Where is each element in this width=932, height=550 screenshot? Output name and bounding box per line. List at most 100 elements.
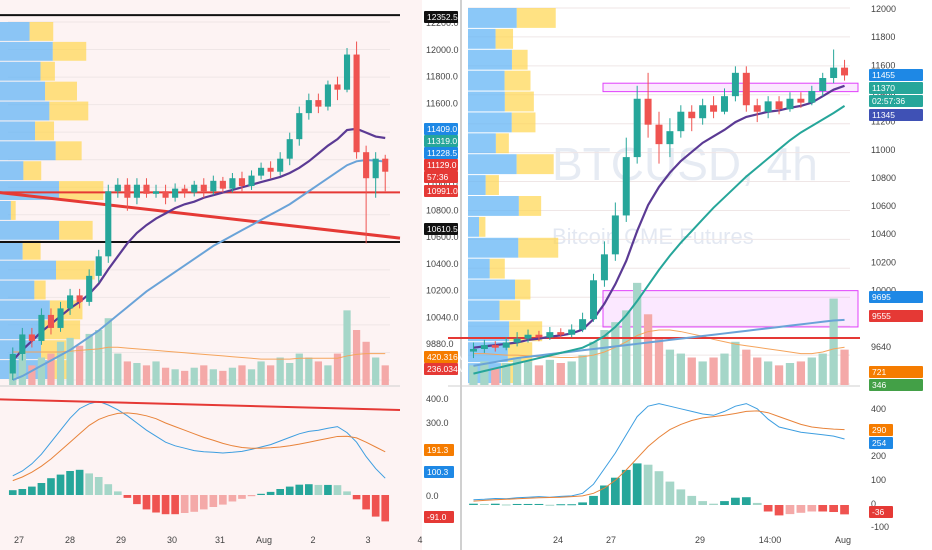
candle-body[interactable] bbox=[172, 188, 179, 198]
candle-body[interactable] bbox=[622, 157, 630, 216]
price-label-tag bbox=[869, 95, 923, 107]
candle-body[interactable] bbox=[143, 184, 150, 194]
volume-profile-bar bbox=[468, 216, 480, 237]
macd-histogram-bar bbox=[295, 484, 304, 495]
candle-body[interactable] bbox=[633, 98, 641, 158]
volume-bar bbox=[200, 365, 208, 385]
macd-histogram-bar bbox=[66, 471, 74, 495]
candle-body[interactable] bbox=[753, 105, 761, 112]
candle-body[interactable] bbox=[775, 101, 783, 110]
candle-body[interactable] bbox=[830, 67, 838, 79]
candle-body[interactable] bbox=[819, 78, 827, 91]
volume-profile-bar-delta bbox=[499, 300, 521, 321]
candle-body[interactable] bbox=[731, 72, 739, 97]
candle-body[interactable] bbox=[191, 184, 198, 193]
candle-body[interactable] bbox=[305, 100, 312, 114]
candle-body[interactable] bbox=[710, 105, 718, 112]
candle-body[interactable] bbox=[666, 131, 674, 145]
candle-body[interactable] bbox=[334, 84, 341, 90]
candle-body[interactable] bbox=[590, 280, 598, 320]
candle-body[interactable] bbox=[343, 54, 351, 90]
candle-body[interactable] bbox=[47, 314, 55, 328]
candle-body[interactable] bbox=[105, 191, 112, 257]
moving-average-long bbox=[473, 318, 845, 367]
candle-body[interactable] bbox=[677, 111, 685, 132]
volume-bar bbox=[333, 353, 342, 385]
candle-body[interactable] bbox=[200, 184, 207, 192]
candle-body[interactable] bbox=[764, 101, 772, 112]
candle-body[interactable] bbox=[67, 295, 74, 309]
candle-body[interactable] bbox=[600, 254, 608, 281]
candle-body[interactable] bbox=[535, 334, 543, 338]
candle-body[interactable] bbox=[469, 348, 477, 352]
candle-body[interactable] bbox=[296, 113, 303, 140]
candle-body[interactable] bbox=[210, 180, 217, 192]
candle-body[interactable] bbox=[248, 175, 255, 187]
candle-body[interactable] bbox=[841, 67, 849, 76]
price-axis-tick: 10400 bbox=[871, 229, 896, 239]
candle-body[interactable] bbox=[277, 158, 284, 172]
candle-body[interactable] bbox=[28, 334, 35, 341]
candle-body[interactable] bbox=[133, 184, 140, 198]
candle-body[interactable] bbox=[114, 184, 121, 192]
candle-body[interactable] bbox=[797, 98, 805, 103]
candle-body[interactable] bbox=[480, 345, 488, 349]
candle-body[interactable] bbox=[611, 215, 619, 255]
candle-body[interactable] bbox=[57, 308, 64, 328]
candle-body[interactable] bbox=[720, 96, 728, 112]
candle-body[interactable] bbox=[524, 334, 532, 339]
volume-bar bbox=[687, 357, 696, 385]
candle-body[interactable] bbox=[19, 334, 26, 354]
candle-body[interactable] bbox=[162, 191, 169, 198]
moving-average-slow bbox=[12, 158, 386, 381]
candle-body[interactable] bbox=[267, 167, 274, 172]
candle-body[interactable] bbox=[238, 178, 246, 187]
candle-body[interactable] bbox=[557, 332, 565, 335]
highlight-zone bbox=[602, 82, 859, 93]
candle-body[interactable] bbox=[76, 295, 83, 302]
candle-body[interactable] bbox=[372, 158, 379, 179]
trend-line[interactable] bbox=[0, 191, 401, 240]
candle-body[interactable] bbox=[513, 338, 521, 343]
candle-body[interactable] bbox=[502, 342, 510, 348]
volume-bar bbox=[491, 367, 500, 385]
macd-histogram-bar bbox=[276, 489, 284, 495]
candle-body[interactable] bbox=[491, 345, 499, 348]
candle-body[interactable] bbox=[324, 84, 331, 107]
price-label-tag bbox=[869, 379, 923, 391]
candle-body[interactable] bbox=[655, 124, 663, 145]
candle-body[interactable] bbox=[363, 152, 370, 179]
volume-profile-bar-delta bbox=[52, 41, 87, 61]
candle-body[interactable] bbox=[124, 184, 131, 198]
candle-body[interactable] bbox=[9, 353, 16, 374]
volume-bar bbox=[228, 367, 237, 385]
volume-profile-bar-delta bbox=[511, 49, 528, 70]
candle-body[interactable] bbox=[229, 178, 236, 189]
candle-body[interactable] bbox=[568, 329, 576, 335]
candle-body[interactable] bbox=[219, 180, 226, 189]
candle-body[interactable] bbox=[808, 90, 816, 103]
candle-body[interactable] bbox=[286, 139, 293, 159]
candle-body[interactable] bbox=[258, 167, 265, 176]
candle-body[interactable] bbox=[86, 275, 93, 302]
price-label-text: 11345 bbox=[872, 110, 895, 120]
candle-body[interactable] bbox=[786, 98, 794, 110]
candle-body[interactable] bbox=[688, 111, 696, 119]
volume-bar bbox=[56, 341, 65, 385]
candle-body[interactable] bbox=[353, 54, 360, 153]
candle-body[interactable] bbox=[579, 319, 587, 330]
candle-body[interactable] bbox=[382, 158, 389, 172]
candle-body[interactable] bbox=[152, 191, 160, 194]
candle-body[interactable] bbox=[546, 332, 554, 338]
candle-body[interactable] bbox=[315, 100, 322, 107]
candle-body[interactable] bbox=[644, 98, 652, 125]
candle-body[interactable] bbox=[181, 188, 188, 193]
volume-bar bbox=[352, 330, 361, 385]
candle-body[interactable] bbox=[38, 314, 45, 341]
volume-profile-bar-delta bbox=[49, 101, 89, 121]
candle-body[interactable] bbox=[742, 72, 750, 106]
candle-body[interactable] bbox=[699, 105, 707, 119]
macd-trend-line[interactable] bbox=[0, 398, 401, 411]
candle-body[interactable] bbox=[95, 256, 102, 276]
